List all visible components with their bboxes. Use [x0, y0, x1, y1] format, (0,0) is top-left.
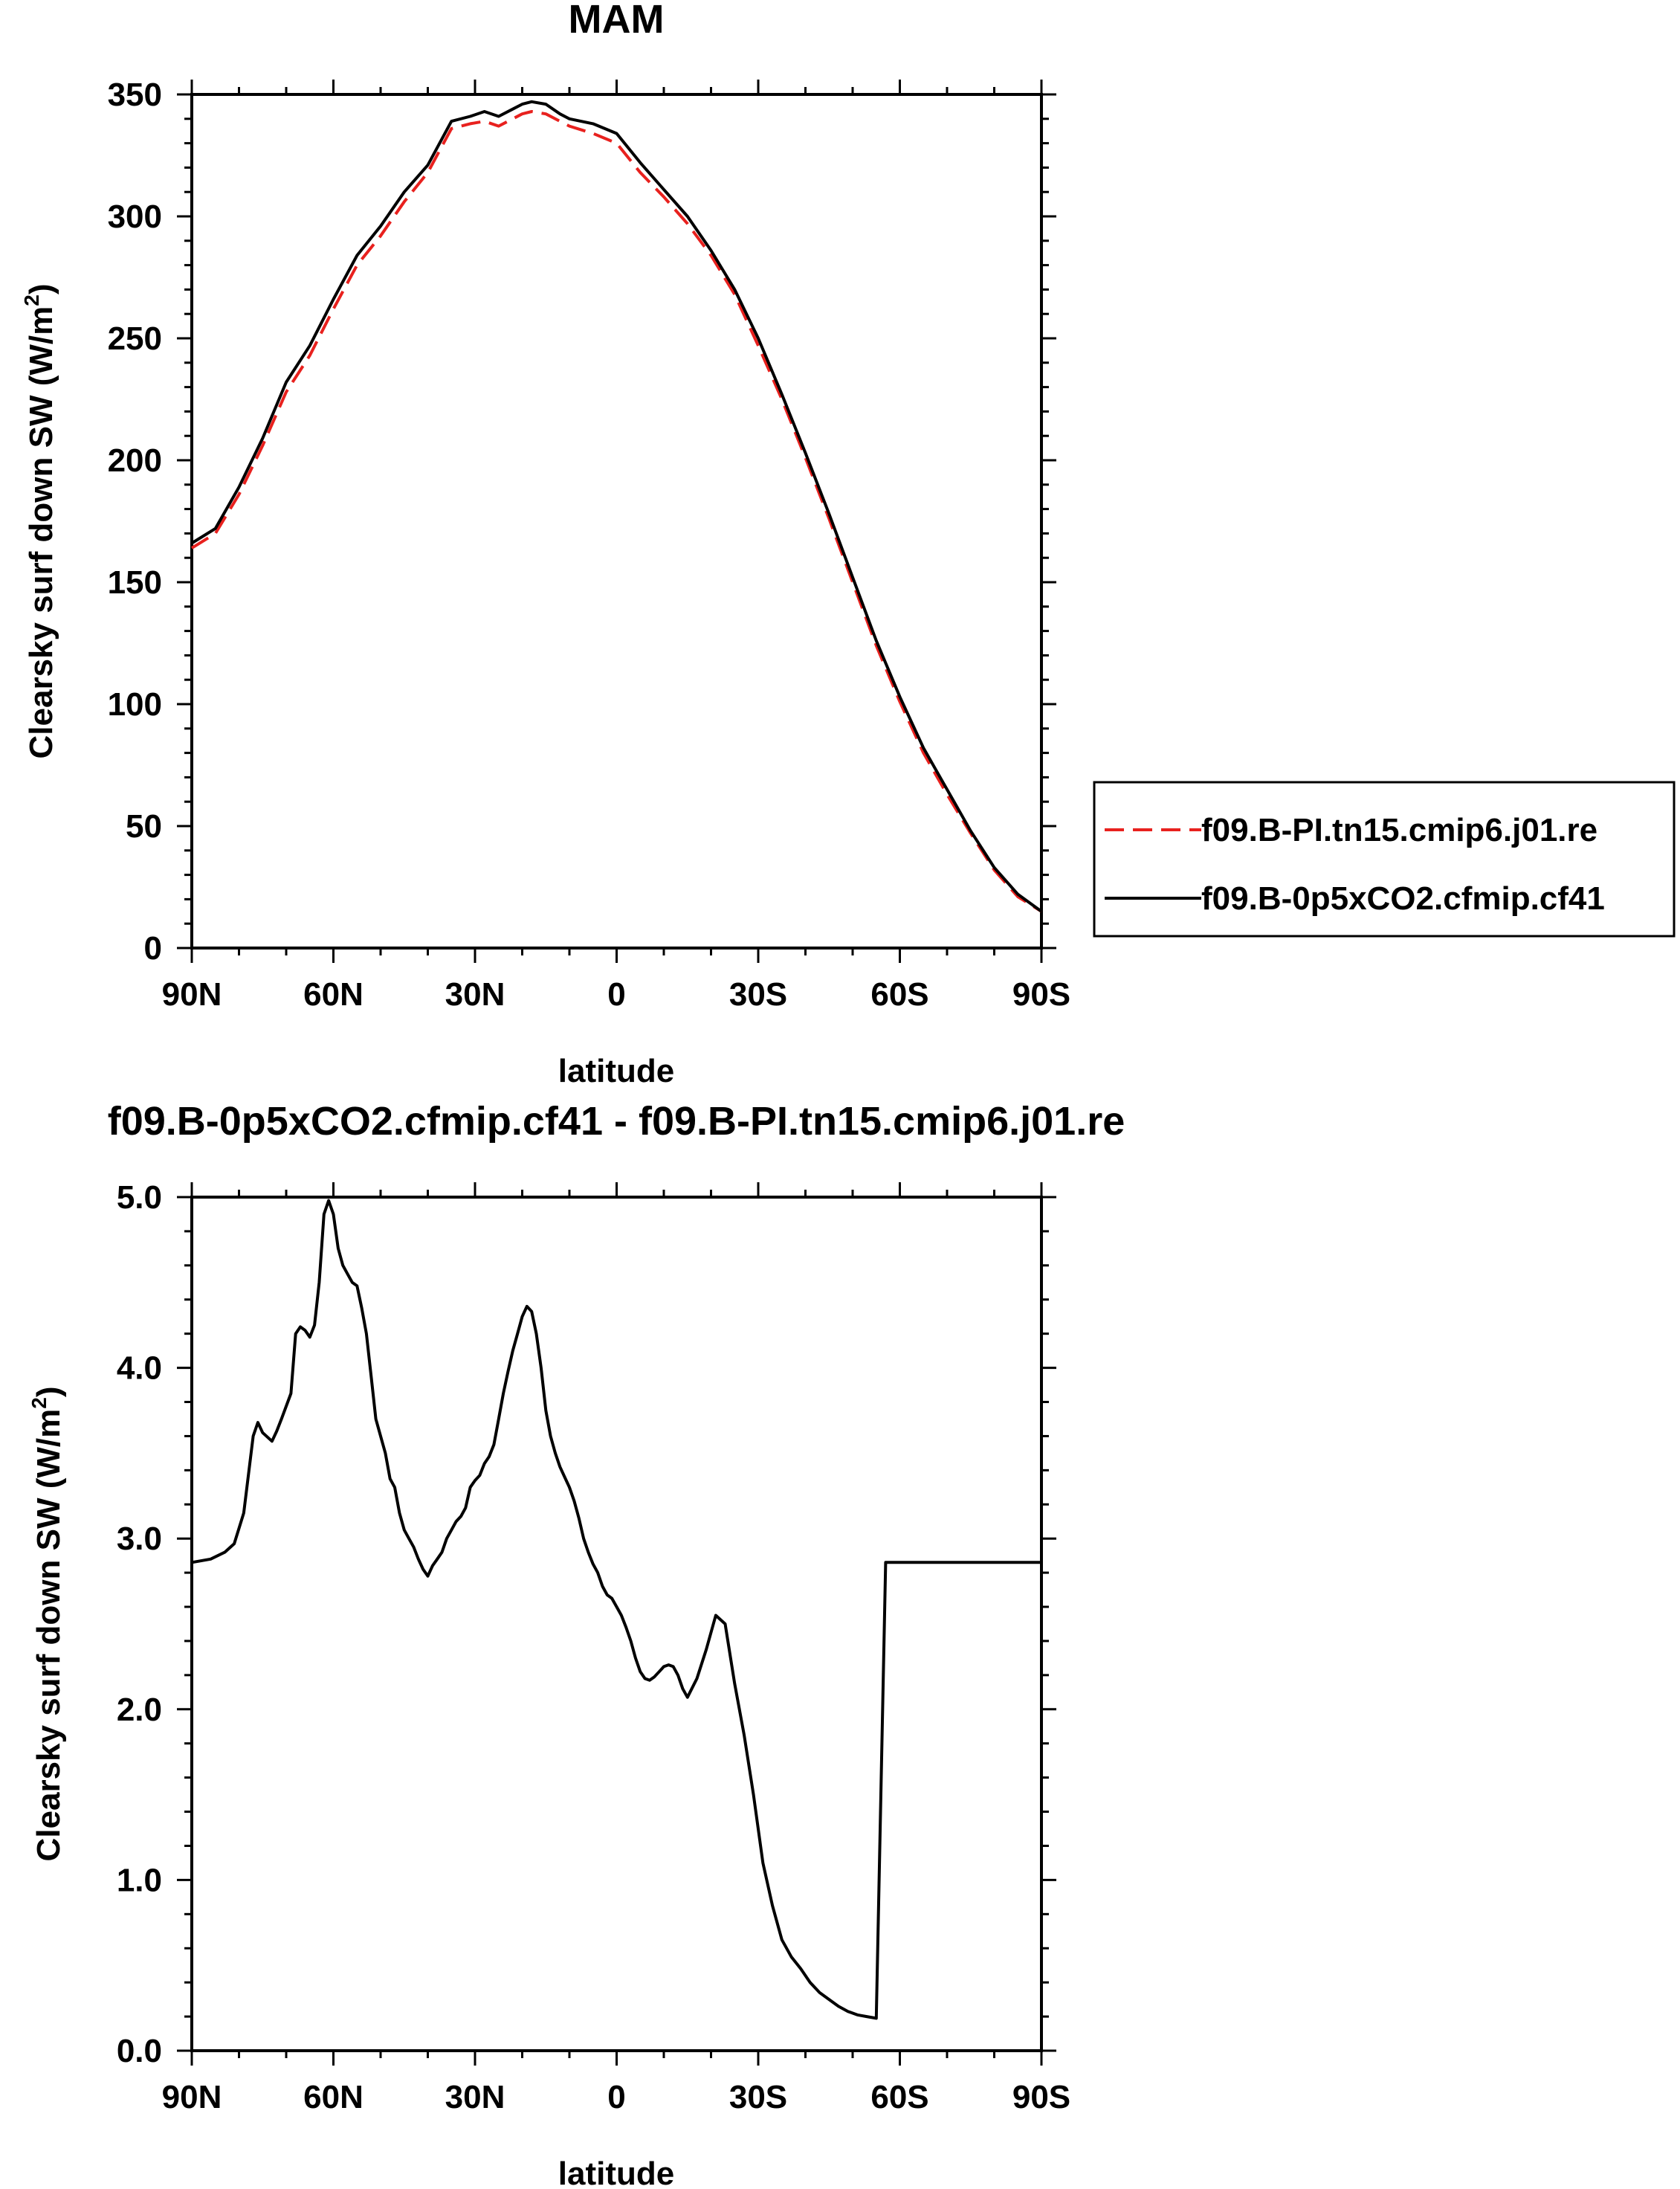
y-tick-label: 4.0	[117, 1350, 162, 1387]
x-tick-label: 90N	[162, 2079, 222, 2115]
x-tick-label: 60S	[870, 976, 928, 1013]
top-plot-frame	[190, 93, 1043, 950]
x-tick-label: 30S	[729, 976, 787, 1013]
y-tick-label: 2.0	[117, 1692, 162, 1728]
bottom-y-axis-label-sup: 2	[28, 1397, 51, 1409]
bottom-y-axis-label-close: )	[30, 1387, 67, 1398]
legend-label-pi: f09.B-PI.tn15.cmip6.j01.re	[1201, 812, 1597, 848]
x-tick-label: 60N	[303, 976, 364, 1013]
legend: f09.B-PI.tn15.cmip6.j01.re f09.B-0p5xCO2…	[1093, 781, 1676, 938]
x-tick-label: 0	[607, 976, 625, 1013]
x-tick-label: 60N	[303, 2079, 364, 2115]
top-y-axis-label: Clearsky surf down SW (W/m2)	[20, 284, 59, 759]
y-tick-label: 5.0	[117, 1179, 162, 1216]
y-tick-label: 0.0	[117, 2033, 162, 2069]
top-y-axis-label-main: Clearsky surf down SW (W/m	[23, 306, 59, 759]
series-line-difference	[191, 1199, 1041, 2020]
y-tick-label: 100	[108, 686, 162, 723]
x-tick-label: 30N	[445, 2079, 505, 2115]
x-tick-label: 30S	[729, 2079, 787, 2115]
bottom-panel: f09.B-0p5xCO2.cfmip.cf41 - f09.B-PI.tn15…	[28, 1099, 1125, 2189]
top-axis-ticks: 90N 60N 30N 0 30S 60S 90S 0 50 100 150 200 250 300 350	[108, 77, 1071, 1013]
bottom-y-axis-label: Clearsky surf down SW (W/m2)	[28, 1387, 67, 1862]
y-tick-label: 300	[108, 199, 162, 235]
top-chart-title: MAM	[569, 0, 665, 42]
series-line-f09-b-pi-tn15-cmip6-j01-re	[190, 110, 1043, 913]
y-tick-label: 200	[108, 442, 162, 479]
y-tick-label: 50	[126, 808, 162, 845]
y-tick-label: 3.0	[117, 1521, 162, 1557]
top-y-axis-label-sup: 2	[20, 294, 43, 306]
top-series-group	[190, 100, 1043, 913]
x-tick-label: 30N	[445, 976, 505, 1013]
y-tick-label: 350	[108, 77, 162, 113]
bottom-chart-title: f09.B-0p5xCO2.cfmip.cf41 - f09.B-PI.tn15…	[108, 1099, 1125, 1144]
bottom-plot-frame	[190, 1196, 1043, 2052]
y-tick-label: 1.0	[117, 1862, 162, 1898]
x-tick-label: 90S	[1012, 976, 1070, 1013]
top-panel: MAM 90N 60N 30N 0 30S 60S 90S 0 50 100 150 200 250 30…	[20, 0, 1676, 1089]
bottom-series-group	[191, 1199, 1041, 2020]
x-tick-label: 60S	[870, 2079, 928, 2115]
y-tick-label: 250	[108, 320, 162, 357]
top-x-axis-label: latitude	[558, 1053, 674, 1089]
y-tick-label: 0	[144, 930, 162, 967]
legend-label-0p5xco2: f09.B-0p5xCO2.cfmip.cf41	[1201, 880, 1605, 917]
x-tick-label: 90S	[1012, 2079, 1070, 2115]
y-tick-label: 150	[108, 564, 162, 601]
bottom-x-axis-label: latitude	[558, 2156, 674, 2189]
series-line-f09-b-0p5xco2-cfmip-cf41	[190, 100, 1043, 913]
bottom-axis-ticks: 90N 60N 30N 0 30S 60S 90S 0.0 1.0 2.0 3.0 4.0 5.0	[117, 1179, 1070, 2115]
x-tick-label: 90N	[162, 976, 222, 1013]
bottom-y-axis-label-main: Clearsky surf down SW (W/m	[30, 1409, 67, 1862]
x-tick-label: 0	[607, 2079, 625, 2115]
legend-box	[1093, 781, 1676, 938]
top-y-axis-label-close: )	[23, 284, 59, 295]
